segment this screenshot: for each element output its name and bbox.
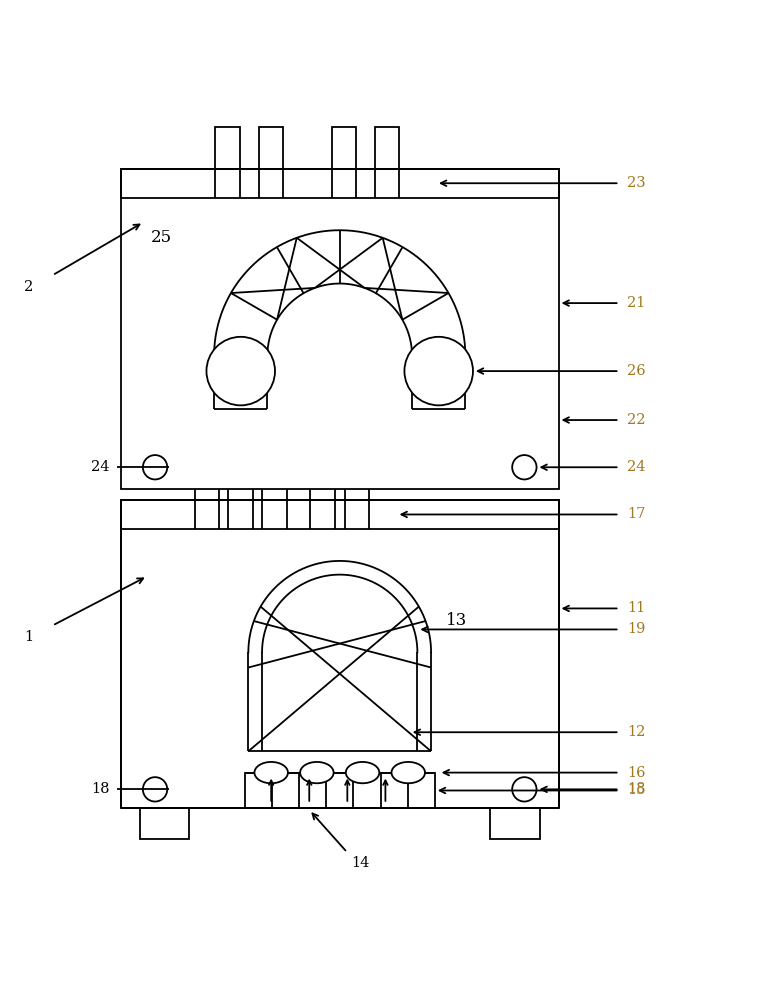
- Bar: [120, 169, 558, 198]
- Ellipse shape: [255, 762, 288, 783]
- Text: 24: 24: [627, 460, 646, 474]
- Text: 1: 1: [24, 630, 33, 644]
- Text: 23: 23: [627, 176, 646, 190]
- Text: 19: 19: [627, 622, 646, 636]
- Circle shape: [143, 777, 167, 802]
- Bar: [120, 500, 558, 529]
- Circle shape: [512, 455, 537, 479]
- Text: 25: 25: [151, 229, 173, 246]
- Bar: [375, 127, 400, 169]
- Bar: [120, 169, 558, 489]
- Bar: [140, 808, 189, 839]
- Text: 21: 21: [627, 296, 646, 310]
- Text: 16: 16: [627, 766, 646, 780]
- Text: 17: 17: [627, 507, 646, 521]
- Text: 15: 15: [627, 783, 646, 797]
- Text: 14: 14: [351, 856, 370, 870]
- Text: 24: 24: [91, 460, 110, 474]
- Text: 12: 12: [627, 725, 646, 739]
- Ellipse shape: [346, 762, 380, 783]
- Text: 18: 18: [91, 782, 110, 796]
- Circle shape: [512, 777, 537, 802]
- Ellipse shape: [300, 762, 334, 783]
- Bar: [490, 808, 540, 839]
- Bar: [258, 127, 283, 169]
- Bar: [216, 127, 239, 169]
- Ellipse shape: [391, 762, 425, 783]
- Bar: [331, 127, 356, 169]
- Circle shape: [404, 337, 473, 405]
- Text: 11: 11: [627, 601, 645, 615]
- Bar: [245, 773, 435, 808]
- Text: 2: 2: [24, 280, 33, 294]
- Bar: [120, 500, 558, 808]
- Text: 26: 26: [627, 364, 646, 378]
- Text: 18: 18: [627, 782, 646, 796]
- Text: 22: 22: [627, 413, 646, 427]
- Text: 13: 13: [446, 612, 468, 629]
- Circle shape: [143, 455, 167, 479]
- Circle shape: [206, 337, 275, 405]
